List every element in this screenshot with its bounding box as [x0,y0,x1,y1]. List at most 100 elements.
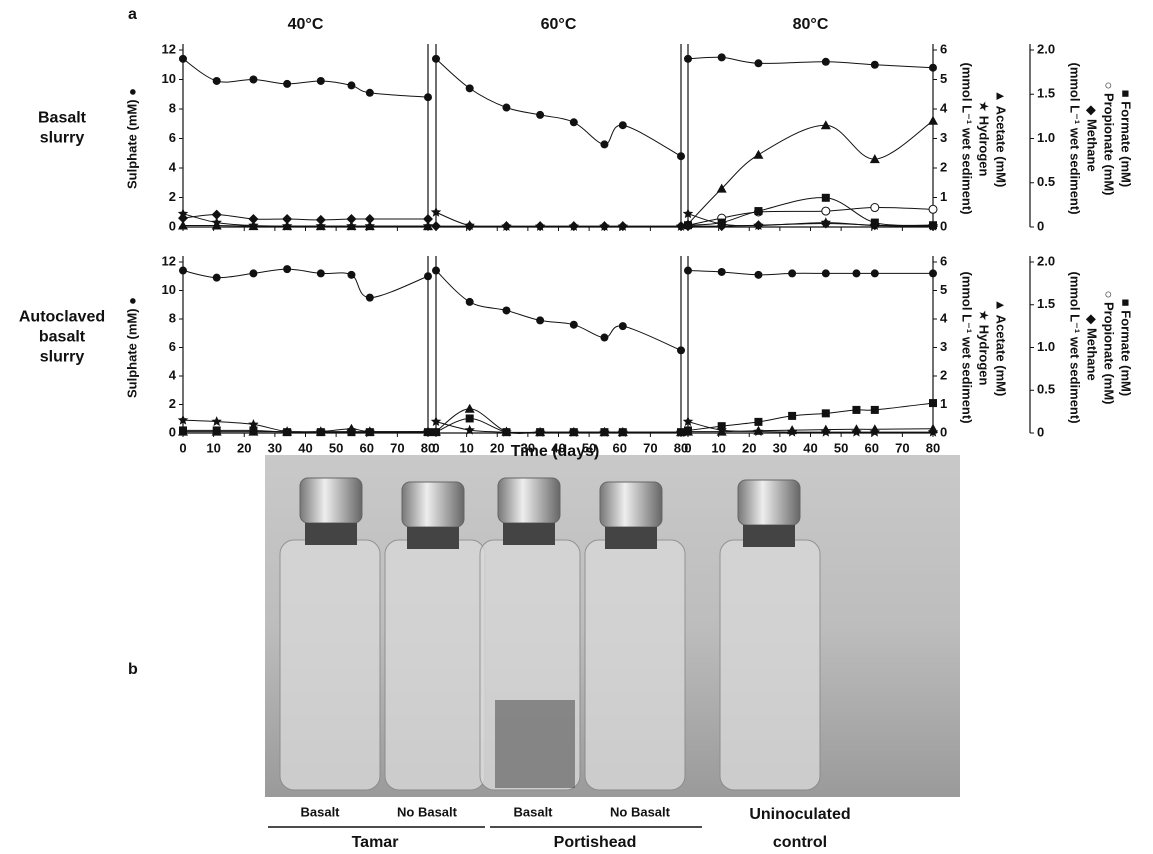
row-label: Basalt [38,110,87,127]
point [870,203,880,213]
y3-tick-label: 0.5 [1037,382,1055,397]
column-title: 80°C [793,16,829,33]
y-axis-label: Sulphate (mM) ● [124,88,139,189]
point [465,84,474,93]
y2-axis-label: ▲ Acetate (mM) [994,299,1009,397]
series-line [435,270,682,351]
series-line [183,428,429,433]
point [676,221,686,232]
x-tick-label: 80 [674,440,688,455]
y-tick-label: 6 [169,130,176,145]
x-tick-label: 30 [268,440,282,455]
point [501,221,512,232]
point [617,221,628,232]
point [928,423,938,433]
y3-tick-label: 2.0 [1037,253,1055,268]
x-tick-label: 40 [298,440,312,455]
vial-label: Basalt [300,804,340,819]
point [249,75,258,84]
point [677,346,685,355]
point [869,154,880,164]
y3-axis-label: ◆ Methane [1085,314,1100,380]
point [821,206,831,216]
y2-tick-label: 5 [940,282,947,297]
point [502,428,511,437]
y3-tick-label: 1.0 [1037,339,1055,354]
point [600,333,609,342]
y2-tick-label: 3 [940,130,947,145]
point [465,297,474,306]
column-title: 40°C [288,16,324,33]
point [211,209,222,220]
panel-label: a [128,6,137,23]
y3-axis-label: ○ Propionate (mM) [1102,81,1117,195]
point [315,214,326,225]
y-tick-label: 2 [169,396,176,411]
point [364,221,375,231]
x-tick-label: 40 [803,440,817,455]
point [536,316,545,325]
point [283,79,292,88]
point [283,265,292,274]
point [535,221,546,232]
y-tick-label: 4 [169,367,177,382]
x-tick-label: 60 [613,440,627,455]
point [852,405,861,414]
y2-tick-label: 3 [940,339,947,354]
row-label: slurry [40,130,85,147]
x-tick-label: 30 [521,440,535,455]
point [248,426,259,436]
point [753,149,764,159]
point [282,214,293,225]
x-tick-label: 80 [926,440,940,455]
point [682,416,694,427]
y-tick-label: 12 [162,41,176,56]
y3-tick-label: 1.5 [1037,86,1055,101]
point [684,266,692,275]
y2-axis-label: (mmol L⁻¹ wet sediment) [960,62,975,214]
x-tick-label: 10 [206,440,220,455]
point [754,59,763,68]
point [754,270,763,279]
y3-tick-label: 1.5 [1037,296,1055,311]
point [753,220,764,231]
group-label: Tamar [352,834,399,851]
point [717,53,726,62]
y2-tick-label: 0 [940,218,947,233]
point [465,414,474,423]
point [430,206,442,217]
point [431,221,441,232]
point [212,273,221,282]
point [178,426,188,436]
point [683,221,693,232]
y-tick-label: 2 [169,189,176,204]
y2-tick-label: 6 [940,41,947,56]
point [178,213,188,224]
y2-axis-label: ▲ Acetate (mM) [994,90,1009,188]
point [248,214,259,225]
point [178,220,188,230]
point [929,399,937,408]
y-tick-label: 4 [169,159,177,174]
series-line [182,58,429,98]
x-axis-label: Time (days) [511,443,600,460]
point [929,269,937,278]
point [716,221,727,232]
point [347,270,356,279]
x-tick-label: 70 [390,440,404,455]
point [346,423,357,433]
point [423,426,433,436]
point [364,214,375,225]
point [282,221,293,231]
point [788,411,797,420]
point [211,426,222,436]
y3-axis-label: (mmol L⁻¹ wet sediment) [1068,271,1083,423]
point [464,403,475,413]
point [683,426,693,436]
point [869,220,880,231]
point [316,269,325,278]
point [599,221,610,232]
x-tick-label: 0 [432,440,439,455]
point [423,221,433,231]
point [929,63,937,72]
